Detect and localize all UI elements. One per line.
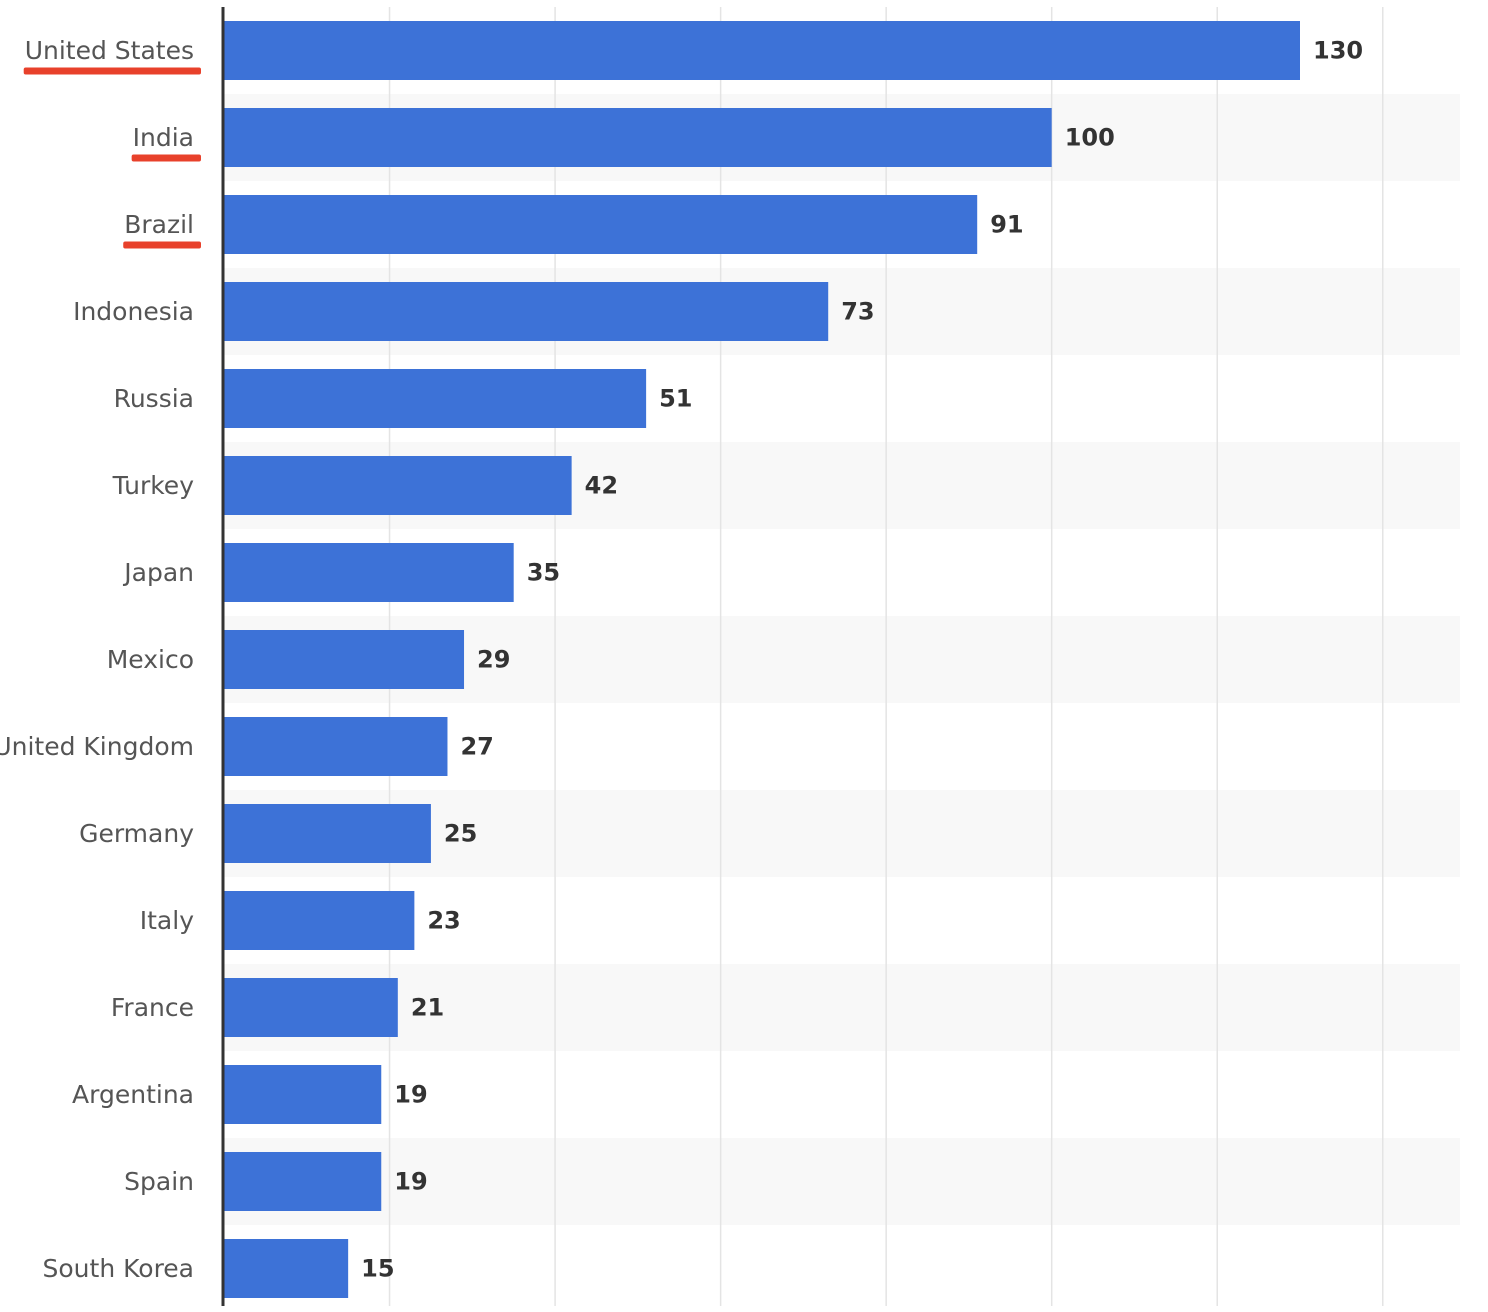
value-label: 130 bbox=[1313, 37, 1363, 65]
bar bbox=[224, 108, 1052, 167]
value-label: 91 bbox=[990, 211, 1023, 239]
value-label: 42 bbox=[585, 472, 618, 500]
value-label: 15 bbox=[361, 1255, 394, 1283]
value-label: 100 bbox=[1065, 124, 1115, 152]
category-label: Germany bbox=[79, 819, 194, 848]
bar bbox=[224, 543, 514, 602]
value-label: 25 bbox=[444, 820, 477, 848]
highlight-underlines bbox=[23, 67, 201, 249]
category-label: Indonesia bbox=[73, 297, 194, 326]
category-label: Mexico bbox=[107, 645, 194, 674]
category-label: South Korea bbox=[43, 1254, 194, 1283]
value-label: 23 bbox=[427, 907, 460, 935]
value-label: 51 bbox=[659, 385, 692, 413]
bar bbox=[224, 1065, 382, 1124]
row-band bbox=[223, 1138, 1460, 1225]
value-label: 27 bbox=[460, 733, 493, 761]
category-label: France bbox=[111, 993, 194, 1022]
bar bbox=[224, 891, 415, 950]
bar bbox=[224, 195, 978, 254]
bar bbox=[224, 1239, 349, 1298]
category-label: Spain bbox=[124, 1167, 194, 1196]
bars bbox=[224, 21, 1300, 1298]
value-label: 35 bbox=[527, 559, 560, 587]
bar bbox=[224, 804, 431, 863]
value-label: 19 bbox=[394, 1081, 427, 1109]
value-labels: 130 100 91 73 51 42 35 29 27 25 23 21 19 19 15 bbox=[361, 37, 1363, 1283]
category-label: Russia bbox=[114, 384, 194, 413]
bar bbox=[224, 717, 448, 776]
category-labels: United States India Brazil Indonesia Russia T… bbox=[0, 36, 194, 1283]
category-label: Japan bbox=[122, 558, 194, 587]
bar bbox=[224, 978, 398, 1037]
highlight-underline bbox=[131, 154, 201, 162]
category-label: United States bbox=[25, 36, 194, 65]
bar bbox=[224, 456, 572, 515]
value-label: 73 bbox=[841, 298, 874, 326]
bar bbox=[224, 21, 1300, 80]
category-label: India bbox=[133, 123, 194, 152]
category-label: Italy bbox=[140, 906, 194, 935]
bar bbox=[224, 630, 465, 689]
bar bbox=[224, 1152, 382, 1211]
highlight-underline bbox=[23, 67, 201, 75]
bar bbox=[224, 282, 829, 341]
category-label: Argentina bbox=[72, 1080, 194, 1109]
category-label: Turkey bbox=[112, 471, 195, 500]
bar bbox=[224, 369, 647, 428]
category-label: Brazil bbox=[124, 210, 194, 239]
highlight-underline bbox=[123, 241, 201, 249]
row-band bbox=[223, 964, 1460, 1051]
category-label: United Kingdom bbox=[0, 732, 194, 761]
value-label: 21 bbox=[411, 994, 444, 1022]
value-label: 19 bbox=[394, 1168, 427, 1196]
value-label: 29 bbox=[477, 646, 510, 674]
